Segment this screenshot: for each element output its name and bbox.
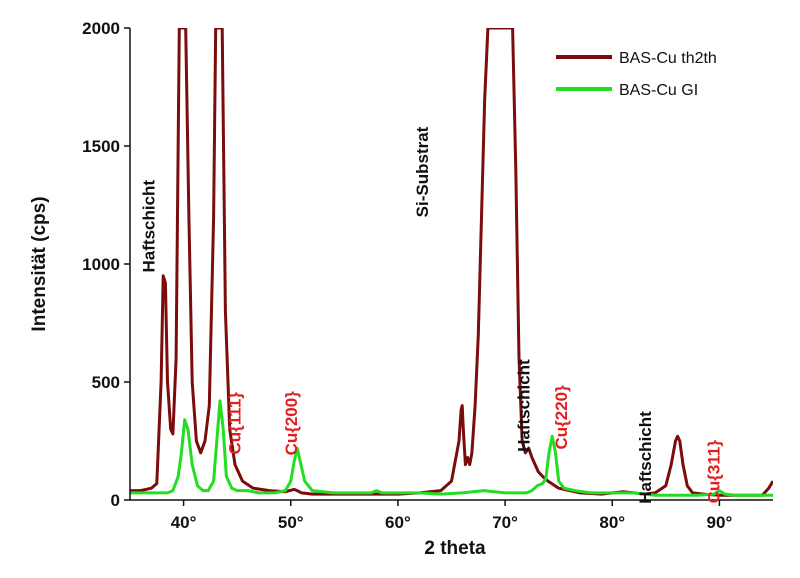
legend-label-1: BAS-Cu GI [619, 82, 698, 99]
x-tick-label: 40° [171, 513, 197, 532]
y-tick-label: 1000 [82, 255, 120, 274]
y-tick-label: 500 [92, 373, 120, 392]
peak-annotation: Cu{111} [225, 392, 244, 455]
peak-annotation: Haftschicht [515, 359, 534, 452]
x-tick-label: 90° [707, 513, 733, 532]
peak-annotation: Cu{220} [552, 385, 571, 450]
y-tick-label: 0 [111, 491, 120, 510]
peak-annotation: Haftschicht [140, 180, 159, 273]
legend-label-0: BAS-Cu th2th [619, 50, 717, 67]
x-tick-label: 70° [492, 513, 518, 532]
y-tick-label: 1500 [82, 137, 120, 156]
x-tick-label: 60° [385, 513, 411, 532]
peak-annotation: Haftschicht [636, 411, 655, 504]
y-tick-label: 2000 [82, 19, 120, 38]
peak-annotation: Cu{311} [704, 440, 723, 504]
x-axis-title: 2 theta [424, 538, 486, 559]
peak-annotation: Si-Substrat [413, 126, 432, 217]
y-axis-title: Intensität (cps) [29, 196, 50, 331]
x-tick-label: 80° [599, 513, 625, 532]
x-tick-label: 50° [278, 513, 304, 532]
series-line-1 [130, 399, 773, 497]
peak-annotation: Cu{200} [282, 391, 301, 456]
